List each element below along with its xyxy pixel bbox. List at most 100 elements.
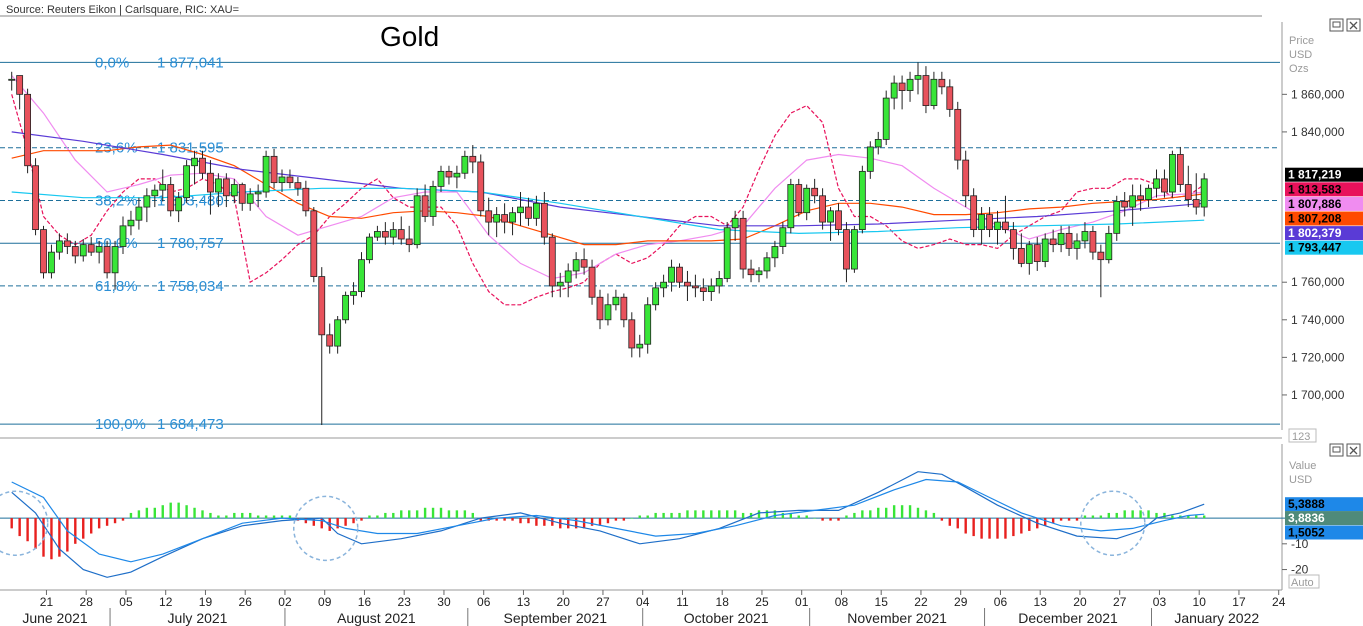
day-tick-label: 29: [954, 595, 968, 609]
candle-body: [485, 210, 493, 223]
price-ylabel: Price USD Ozs: [1289, 35, 1314, 75]
fib-pct-label: 61,8%: [95, 278, 138, 295]
macd-histogram-bar: [924, 510, 928, 519]
candle-body: [946, 86, 954, 110]
candle-body: [318, 276, 326, 336]
macd-histogram-bar: [757, 510, 761, 519]
restore-icon[interactable]: [1329, 18, 1344, 32]
day-tick-label: 11: [676, 595, 689, 609]
macd-histogram-bar: [916, 507, 920, 519]
candle-body: [1089, 231, 1097, 253]
macd-histogram-bar: [1059, 518, 1063, 521]
macd-histogram-bar: [654, 512, 657, 519]
macd-histogram-bar: [1139, 510, 1142, 519]
macd-histogram-bar: [360, 518, 363, 521]
macd-top-tag-box: [1288, 428, 1317, 443]
month-label: August 2021: [337, 610, 416, 626]
candle-body: [1097, 251, 1105, 261]
candle-body: [477, 161, 485, 212]
fib-value-label: 1 684,473: [157, 416, 224, 433]
price-tick-label: 1 740,000: [1291, 313, 1345, 327]
macd-histogram-bar: [34, 518, 37, 549]
macd-histogram-bar: [543, 518, 546, 526]
day-tick-label: 16: [358, 595, 372, 609]
candle-body: [286, 176, 294, 184]
macd-histogram-bar: [877, 507, 880, 519]
day-tick-label: 17: [1232, 595, 1246, 609]
macd-histogram-bar: [908, 505, 912, 519]
macd-histogram-bar: [630, 518, 633, 519]
macd-histogram-bar: [980, 518, 983, 539]
candle-body: [699, 287, 707, 293]
macd-histogram-bar: [447, 510, 451, 519]
candle-body: [1121, 201, 1129, 208]
macd-histogram-bar: [622, 518, 626, 521]
macd-histogram-bar: [288, 515, 292, 519]
macd-ylabel: Value USD: [1289, 460, 1316, 486]
candle-body: [207, 172, 214, 193]
candle-body: [525, 206, 532, 219]
macd-histogram-bar: [431, 507, 435, 519]
macd-histogram-bar: [455, 510, 459, 519]
macd-histogram-bar: [1163, 512, 1166, 519]
macd-histogram-bar: [996, 518, 999, 539]
macd-close-icon[interactable]: [1346, 443, 1361, 457]
macd-histogram-bar: [845, 515, 848, 519]
candle-body: [262, 155, 270, 193]
macd-histogram-bar: [82, 518, 85, 539]
day-tick-label: 27: [596, 595, 610, 609]
candle-body: [453, 172, 461, 178]
candle-body: [1184, 184, 1192, 200]
day-tick-label: 13: [517, 595, 531, 609]
candle-body: [1073, 240, 1081, 249]
candle-body: [373, 231, 381, 238]
candle-body: [564, 270, 572, 283]
last-value-label: 1 793,447: [1288, 241, 1342, 255]
candle-body: [533, 202, 540, 219]
candle-body: [127, 219, 135, 227]
macd-histogram-bar: [535, 518, 538, 526]
macd-histogram-bar: [1067, 518, 1071, 521]
macd-histogram-bar: [829, 518, 832, 521]
macd-histogram-bar: [813, 518, 816, 519]
month-label: June 2021: [22, 610, 88, 626]
macd-histogram-bar: [137, 510, 141, 519]
macd-histogram-bar: [1115, 512, 1118, 519]
candle-body: [71, 246, 79, 257]
macd-histogram-bar: [1099, 515, 1103, 519]
macd-histogram-bar: [241, 512, 244, 519]
macd-histogram-bar: [646, 515, 649, 519]
candle-body: [278, 176, 286, 184]
macd-histogram-bar: [821, 518, 824, 521]
day-tick-label: 01: [795, 595, 809, 609]
macd-histogram-bar: [384, 512, 387, 519]
candle-body: [119, 225, 127, 247]
macd-histogram-bar: [527, 518, 530, 524]
candle-body: [755, 270, 763, 276]
candle-body: [294, 182, 302, 189]
last-value-badge: [1285, 240, 1363, 255]
candle-body: [493, 214, 501, 223]
candle-body: [676, 266, 683, 283]
candle-body: [302, 187, 310, 212]
macd-value-label: 3,8836: [1288, 511, 1325, 525]
macd-histogram-bar: [90, 518, 93, 534]
candle-body: [8, 78, 16, 81]
macd-histogram-bar: [1083, 515, 1087, 519]
candle-body: [978, 214, 985, 231]
candle-body: [684, 281, 691, 287]
candle-body: [1200, 178, 1208, 208]
macd-restore-icon[interactable]: [1329, 443, 1344, 457]
candle-body: [509, 212, 516, 223]
close-icon[interactable]: [1346, 18, 1361, 32]
macd-histogram-bar: [328, 518, 331, 531]
candle-body: [366, 236, 373, 261]
macd-histogram-bar: [1091, 515, 1095, 519]
macd-histogram-bar: [423, 507, 427, 519]
macd-ylabel-line: USD: [1289, 474, 1312, 486]
candle-body: [1033, 244, 1041, 262]
macd-histogram-bar: [217, 515, 220, 519]
macd-histogram-bar: [567, 518, 570, 529]
fib-value-label: 1 803,480: [157, 193, 224, 210]
month-label: October 2021: [684, 610, 769, 626]
